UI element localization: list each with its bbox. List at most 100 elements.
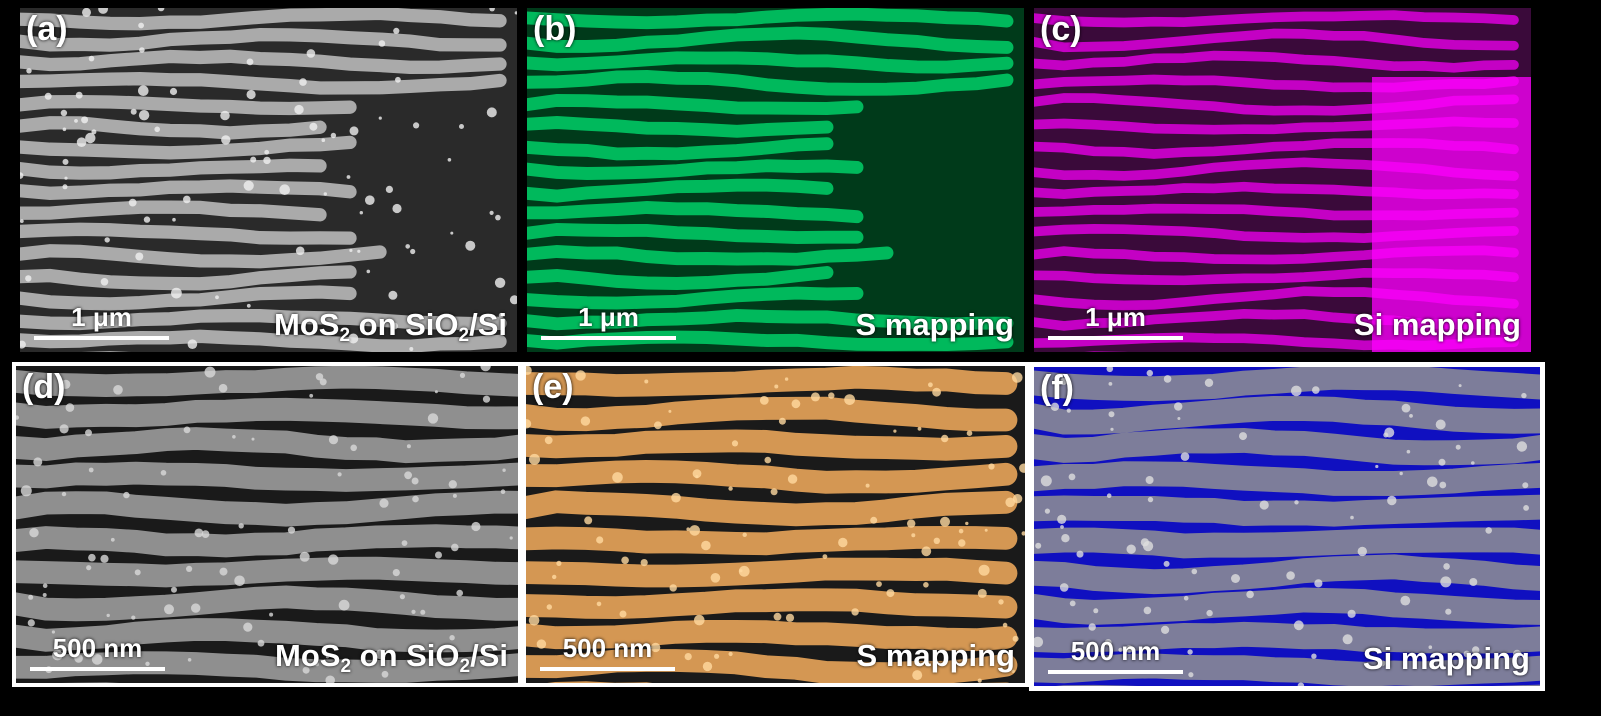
texture-particle xyxy=(62,158,69,165)
texture-particle xyxy=(435,551,442,559)
texture-particle xyxy=(42,583,48,588)
texture-particle xyxy=(1297,682,1305,686)
panel-f-scale-bar: 500 nm xyxy=(1048,638,1183,678)
texture-particle xyxy=(1523,505,1529,511)
texture-particle xyxy=(1522,482,1529,489)
texture-particle xyxy=(1088,623,1096,631)
texture-stripe xyxy=(20,222,357,245)
texture-particle xyxy=(1076,550,1084,558)
texture-particle xyxy=(74,654,83,663)
texture-particle xyxy=(1406,449,1411,454)
panel-a-sem-image: (a) 1 μm MoS2 on SiO2/Si xyxy=(20,8,517,352)
texture-particle xyxy=(580,416,591,426)
texture-particle xyxy=(95,320,104,329)
texture-particle xyxy=(106,613,110,618)
texture-particle xyxy=(764,456,772,464)
texture-particle xyxy=(113,385,123,395)
texture-particle xyxy=(1093,608,1099,614)
texture-particle xyxy=(509,536,513,540)
texture-particle xyxy=(928,382,933,388)
texture-particle xyxy=(350,444,358,452)
texture-particle xyxy=(349,126,359,136)
texture-particle xyxy=(1011,669,1015,673)
texture-particle xyxy=(941,434,949,443)
texture-particle xyxy=(770,488,778,496)
texture-particle xyxy=(16,415,19,420)
texture-stripe xyxy=(527,178,834,203)
texture-particle xyxy=(123,491,130,499)
texture-particle xyxy=(366,269,371,274)
texture-particle xyxy=(328,435,339,445)
texture-particle xyxy=(378,116,382,120)
texture-particle xyxy=(526,419,532,429)
texture-particle xyxy=(404,471,412,480)
panel-f-scale-label: 500 nm xyxy=(1070,636,1161,666)
texture-particle xyxy=(194,528,204,538)
texture-stripe xyxy=(526,525,1018,556)
texture-stripe xyxy=(16,366,518,398)
panel-c-letter: (c) xyxy=(1040,10,1082,48)
panel-c-scale-bar: 1 μm xyxy=(1048,304,1183,344)
texture-particle xyxy=(100,278,109,286)
texture-particle xyxy=(514,11,517,15)
panel-c-caption: Si mapping xyxy=(1353,307,1521,342)
texture-particle xyxy=(187,339,198,350)
texture-particle xyxy=(923,582,929,588)
texture-particle xyxy=(449,635,455,641)
panel-e-scale-line xyxy=(540,667,675,671)
texture-particle xyxy=(85,132,96,144)
texture-particle xyxy=(784,377,789,381)
texture-particle xyxy=(1513,649,1522,658)
texture-particle xyxy=(494,277,506,288)
texture-particle xyxy=(621,556,629,565)
texture-particle xyxy=(91,129,97,135)
texture-particle xyxy=(412,495,419,503)
texture-particle xyxy=(1180,452,1190,461)
panel-d-caption: MoS2 on SiO2/Si xyxy=(275,638,508,677)
texture-particle xyxy=(409,347,414,351)
texture-particle xyxy=(359,211,363,215)
texture-stripe xyxy=(527,286,864,310)
texture-particle xyxy=(42,593,47,597)
texture-particle xyxy=(315,373,324,381)
texture-particle xyxy=(349,248,353,252)
texture-particle xyxy=(1106,493,1112,498)
texture-stripe xyxy=(16,556,518,588)
texture-particle xyxy=(773,612,782,621)
texture-particle xyxy=(1440,576,1452,588)
texture-particle xyxy=(1012,635,1019,642)
texture-particle xyxy=(1126,544,1136,554)
texture-particle xyxy=(257,639,265,647)
texture-particle xyxy=(191,603,201,613)
texture-particle xyxy=(738,565,750,577)
texture-particle xyxy=(434,390,438,394)
texture-stripe xyxy=(20,244,387,269)
texture-stripe xyxy=(527,93,864,115)
panel-d-scale-label: 500 nm xyxy=(52,633,143,663)
texture-bright-region xyxy=(1372,77,1531,352)
texture-particle xyxy=(169,87,178,96)
texture-particle xyxy=(27,619,35,627)
texture-stripe xyxy=(20,8,507,31)
texture-particle xyxy=(1246,590,1254,599)
texture-particle xyxy=(984,528,988,532)
texture-particle xyxy=(500,489,506,494)
texture-particle xyxy=(1439,481,1447,489)
texture-particle xyxy=(828,392,835,399)
texture-particle xyxy=(378,40,386,47)
texture-particle xyxy=(650,642,661,653)
texture-particle xyxy=(791,399,801,409)
texture-particle xyxy=(489,8,495,12)
texture-particle xyxy=(76,137,87,147)
texture-particle xyxy=(459,372,466,378)
panel-c-scale-label: 1 μm xyxy=(1085,302,1146,332)
texture-stripe xyxy=(526,557,1018,588)
texture-particle xyxy=(1021,531,1025,536)
texture-particle xyxy=(1204,378,1214,387)
texture-particle xyxy=(544,436,553,445)
texture-particle xyxy=(489,210,494,215)
texture-particle xyxy=(1191,568,1198,575)
texture-stripe xyxy=(20,135,357,160)
texture-particle xyxy=(728,651,733,657)
texture-particle xyxy=(164,604,174,615)
